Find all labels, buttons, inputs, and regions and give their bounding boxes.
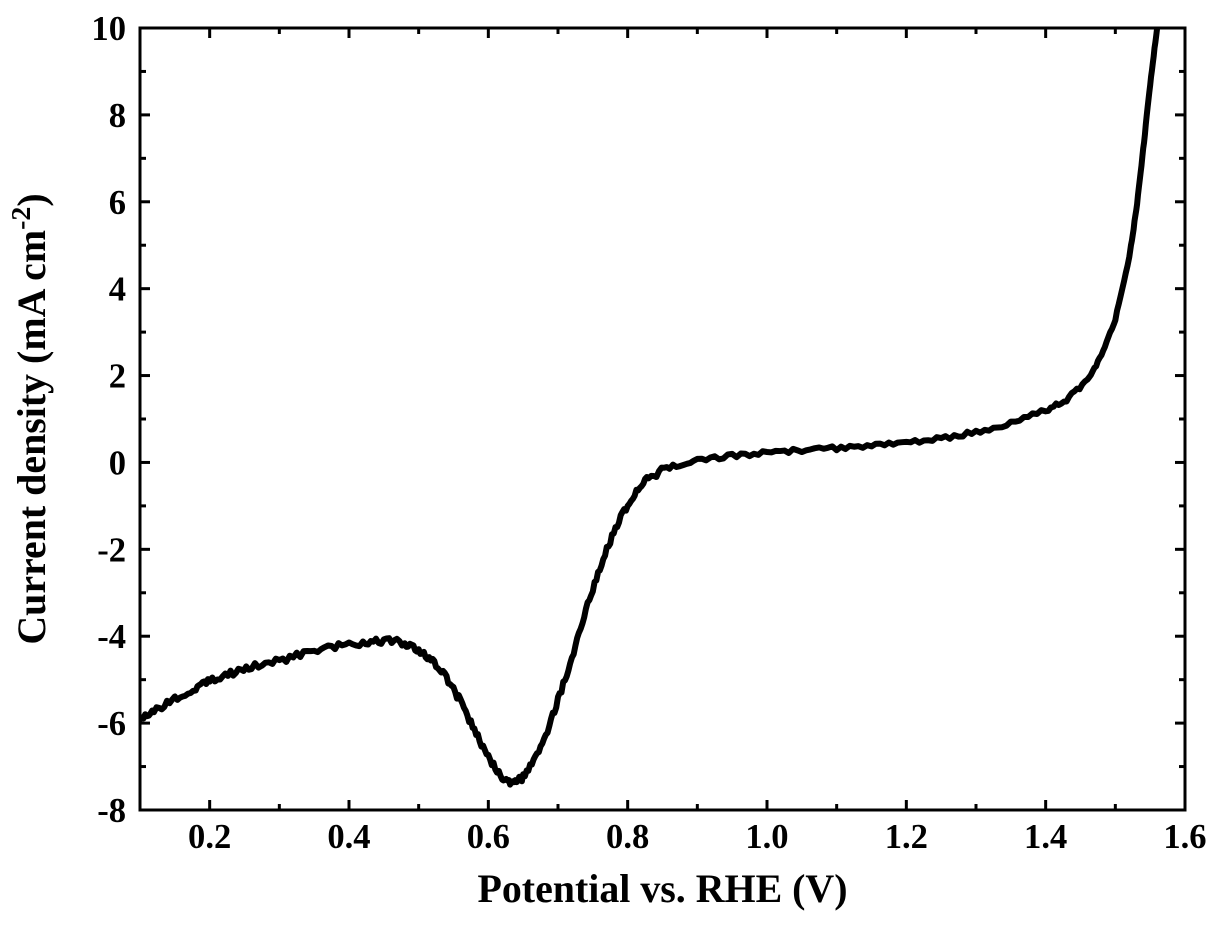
y-tick-label: -2: [97, 531, 126, 569]
y-tick-label: -8: [97, 792, 126, 830]
y-tick-label: 4: [109, 271, 126, 309]
x-tick-label: 1.4: [1024, 818, 1067, 856]
x-tick-label: 0.2: [188, 818, 231, 856]
x-axis-label: Potential vs. RHE (V): [477, 866, 847, 911]
y-tick-label: 0: [109, 444, 126, 482]
x-tick-label: 0.6: [467, 818, 510, 856]
x-tick-label: 1.0: [745, 818, 788, 856]
x-tick-label: 1.2: [885, 818, 928, 856]
y-tick-label: 6: [109, 184, 126, 222]
x-tick-label: 0.8: [606, 818, 649, 856]
y-tick-label: -4: [97, 618, 126, 656]
chart-container: 0.2 0.4 0.6 0.8 1.0 1.2 1.4 1.6 -8 -6 -4 -2 0 2 4 6 8 10 P…: [0, 0, 1217, 930]
y-tick-label: 8: [109, 97, 126, 135]
y-tick-label: 10: [91, 10, 126, 48]
chart-svg: 0.2 0.4 0.6 0.8 1.0 1.2 1.4 1.6 -8 -6 -4 -2 0 2 4 6 8 10 P…: [0, 0, 1217, 930]
y-tick-label: 2: [109, 358, 126, 396]
x-tick-label: 1.6: [1163, 818, 1206, 856]
y-axis-label: Current density (mA cm-2): [6, 193, 55, 644]
x-tick-label: 0.4: [327, 818, 370, 856]
y-tick-label: -6: [97, 705, 126, 743]
